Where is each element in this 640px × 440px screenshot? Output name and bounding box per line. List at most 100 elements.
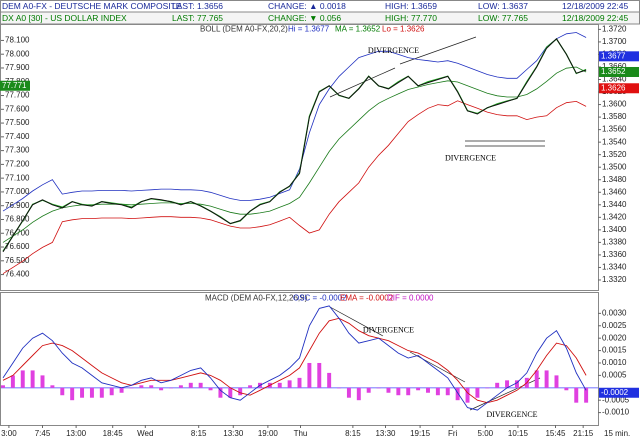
header-item: 12/18/2009 22:45	[562, 1, 628, 11]
y-tick-label: 77.400	[5, 132, 30, 141]
histogram-bar	[287, 380, 292, 388]
histogram-bar	[327, 372, 332, 388]
x-tick-label: 8:15	[345, 429, 361, 438]
histogram-bar	[70, 387, 75, 401]
x-tick-label: 15:45	[545, 429, 566, 438]
header-item: LOW: 1.3637	[478, 1, 528, 11]
histogram-bar	[426, 387, 430, 393]
y-tick-label: 1.3660	[602, 62, 627, 71]
value-badge	[599, 66, 639, 77]
x-tick-label: 10:15	[508, 429, 529, 438]
divergence-line	[329, 306, 384, 337]
histogram-bar	[208, 387, 213, 391]
y-tick-label: 0.0015	[602, 346, 627, 355]
x-tick-label: 5:00	[478, 429, 494, 438]
y-tick-label: 1.3440	[602, 200, 627, 209]
y-tick-label: 1.3340	[602, 263, 627, 272]
annotation: DIVERGENCE	[486, 410, 537, 419]
y-tick-label: 1.3520	[602, 150, 627, 159]
histogram-bar	[337, 387, 342, 389]
histogram-bar	[228, 387, 233, 398]
macd-panel	[0, 292, 599, 426]
y-tick-label: 1.3640	[602, 75, 627, 84]
price-panel	[0, 24, 599, 291]
y-tick-label: 0.0010	[602, 358, 627, 367]
series-line	[2, 305, 587, 411]
histogram-bar	[178, 385, 183, 388]
annotation: DIVERGENCE	[363, 326, 414, 335]
y-tick-label: 1.3540	[602, 137, 627, 146]
histogram-bar	[406, 387, 411, 396]
value-badge	[599, 387, 639, 398]
y-tick-label: 1.3580	[602, 112, 627, 121]
histogram-bar	[505, 380, 510, 388]
histogram-bar	[159, 387, 164, 391]
x-tick-label: Thu	[294, 429, 308, 438]
value-badge-label: 1.3652	[601, 67, 626, 76]
y-tick-label: 1.3320	[602, 275, 627, 284]
annotation: DIVERGENCE	[368, 46, 419, 55]
histogram-bar	[495, 382, 500, 388]
y-tick-label: 78.100	[5, 36, 30, 45]
divergence-line	[329, 67, 396, 98]
histogram-bar	[20, 370, 25, 388]
histogram-bar	[386, 387, 391, 393]
y-tick-label: 77.700	[5, 91, 30, 100]
indicator-label: BOLL (DEM A0-FX,20,2)	[200, 25, 288, 34]
y-tick-label: 77.000	[5, 187, 30, 196]
histogram-bar	[139, 385, 144, 388]
y-tick-label: 76.800	[5, 215, 30, 224]
value-badge	[599, 83, 639, 94]
series-line	[2, 66, 587, 243]
readout: Hi = 1.3677	[288, 25, 330, 34]
histogram-bar	[297, 377, 302, 388]
y-tick-label: 1.3720	[602, 24, 627, 33]
histogram-bar	[99, 387, 104, 398]
histogram-bar	[346, 387, 351, 398]
histogram-bar	[307, 362, 312, 388]
y-tick-label: 78.000	[5, 49, 30, 58]
histogram-bar	[416, 387, 421, 391]
x-tick-label: 21:15	[573, 429, 594, 438]
histogram-bar	[188, 382, 193, 388]
histogram-bar	[544, 370, 549, 388]
x-tick-label: 19:15	[410, 429, 431, 438]
histogram-bar	[317, 362, 322, 388]
series-line	[2, 317, 587, 404]
histogram-bar	[376, 387, 381, 389]
histogram-bar	[0, 385, 5, 388]
y-tick-label: 1.3700	[602, 37, 627, 46]
symbol-name: DEM A0-FX - DEUTSCHE MARK COMPOSITE	[2, 1, 182, 11]
x-unit-label: 15 min.	[604, 429, 630, 438]
x-tick-label: 13:00	[66, 429, 87, 438]
histogram-bar	[248, 385, 253, 388]
histogram-bar	[554, 375, 559, 388]
histogram-bar	[10, 375, 15, 388]
x-tick-label: 19:00	[258, 429, 279, 438]
header-item: CHANGE: ▲ 0.0018	[268, 1, 346, 11]
histogram-bar	[396, 387, 401, 396]
y-tick-label: 77.900	[5, 63, 30, 72]
histogram-bar	[574, 387, 579, 403]
histogram-bar	[129, 387, 134, 389]
y-tick-label: 76.500	[5, 256, 30, 265]
histogram-bar	[366, 387, 371, 393]
histogram-bar	[80, 387, 85, 398]
divergence-line	[399, 36, 477, 65]
y-tick-label: 76.400	[5, 270, 30, 279]
y-tick-label: 76.900	[5, 201, 30, 210]
y-tick-label: -0.0010	[602, 408, 630, 417]
y-tick-label: 0.0020	[602, 333, 627, 342]
histogram-bar	[564, 387, 569, 391]
header-item: LAST: 1.3656	[172, 1, 223, 11]
y-tick-label: 1.3400	[602, 225, 627, 234]
histogram-bar	[465, 387, 470, 403]
y-tick-label: 1.3420	[602, 212, 627, 221]
x-tick-label: 8:15	[191, 429, 207, 438]
histogram-bar	[109, 387, 114, 396]
header-item: LOW: 77.765	[478, 13, 528, 23]
series-line	[2, 38, 587, 253]
y-tick-label: 77.100	[5, 173, 30, 182]
symbol-name: DX A0 [30] - US DOLLAR INDEX	[2, 13, 127, 23]
